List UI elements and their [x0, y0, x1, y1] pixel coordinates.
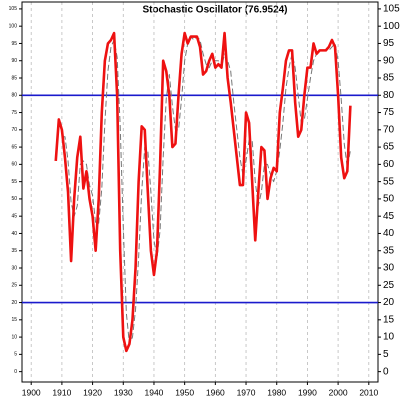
y-tick-label: 25	[383, 280, 395, 291]
series-line	[54, 31, 352, 353]
y-tick-label: 15	[383, 314, 395, 325]
y-tick-label: 10	[11, 334, 17, 340]
y-tick-label: 45	[11, 214, 17, 220]
y-tick-label: 10	[383, 332, 395, 343]
x-tick-label: 2010	[359, 387, 378, 397]
y-tick-label: 55	[383, 176, 395, 187]
x-tick-label: 1980	[267, 387, 286, 397]
y-tick-label: 105	[9, 6, 18, 12]
y-tick-label: 35	[11, 248, 17, 254]
y-tick-label: 105	[383, 4, 400, 15]
x-tick-label: 1910	[52, 387, 71, 397]
x-tick-label: 2000	[329, 387, 348, 397]
y-tick-label: 80	[383, 90, 395, 101]
y-tick-label: 45	[383, 211, 395, 222]
x-tick-label: 1900	[22, 387, 41, 397]
y-tick-label: 90	[11, 58, 17, 64]
plot-frame	[21, 1, 379, 383]
x-tick-label: 1990	[298, 387, 317, 397]
y-tick-label: 50	[11, 196, 17, 202]
x-tick-label: 1940	[145, 387, 164, 397]
x-tick-label: 1970	[237, 387, 256, 397]
y-tick-label: 5	[383, 349, 389, 360]
y-tick-label: 30	[383, 263, 395, 274]
y-tick-label: 40	[383, 228, 395, 239]
y-tick-label: 0	[14, 369, 17, 375]
y-tick-label: 80	[11, 93, 17, 99]
y-tick-label: 65	[11, 144, 17, 150]
y-tick-label: 70	[11, 127, 17, 133]
y-tick-label: 15	[11, 317, 17, 323]
y-tick-label: 40	[11, 231, 17, 237]
y-tick-label: 25	[11, 283, 17, 289]
x-tick-label: 1960	[206, 387, 225, 397]
y-tick-label: 75	[383, 107, 395, 118]
y-tick-label: 55	[11, 179, 17, 185]
y-tick-label: 90	[383, 55, 395, 66]
y-tick-label: 85	[11, 75, 17, 81]
y-tick-label: 20	[11, 300, 17, 306]
y-tick-label: 100	[383, 21, 400, 32]
y-tick-label: 60	[383, 159, 395, 170]
y-tick-label: 30	[11, 265, 17, 271]
y-tick-label: 60	[11, 162, 17, 168]
x-tick-label: 1950	[175, 387, 194, 397]
x-tick-label: 1930	[114, 387, 133, 397]
y-tick-label: 0	[383, 366, 389, 377]
y-tick-label: 50	[383, 194, 395, 205]
x-tick-label: 1920	[83, 387, 102, 397]
y-tick-label: 35	[383, 245, 395, 256]
y-tick-label: 75	[11, 110, 17, 116]
y-tick-label: 85	[383, 73, 395, 84]
y-tick-label: 100	[9, 24, 18, 30]
y-tick-label: 65	[383, 142, 395, 153]
y-tick-label: 95	[11, 41, 17, 47]
y-tick-label: 70	[383, 124, 395, 135]
y-tick-label: 20	[383, 297, 395, 308]
y-tick-label: 5	[14, 352, 17, 358]
y-tick-label: 95	[383, 38, 395, 49]
